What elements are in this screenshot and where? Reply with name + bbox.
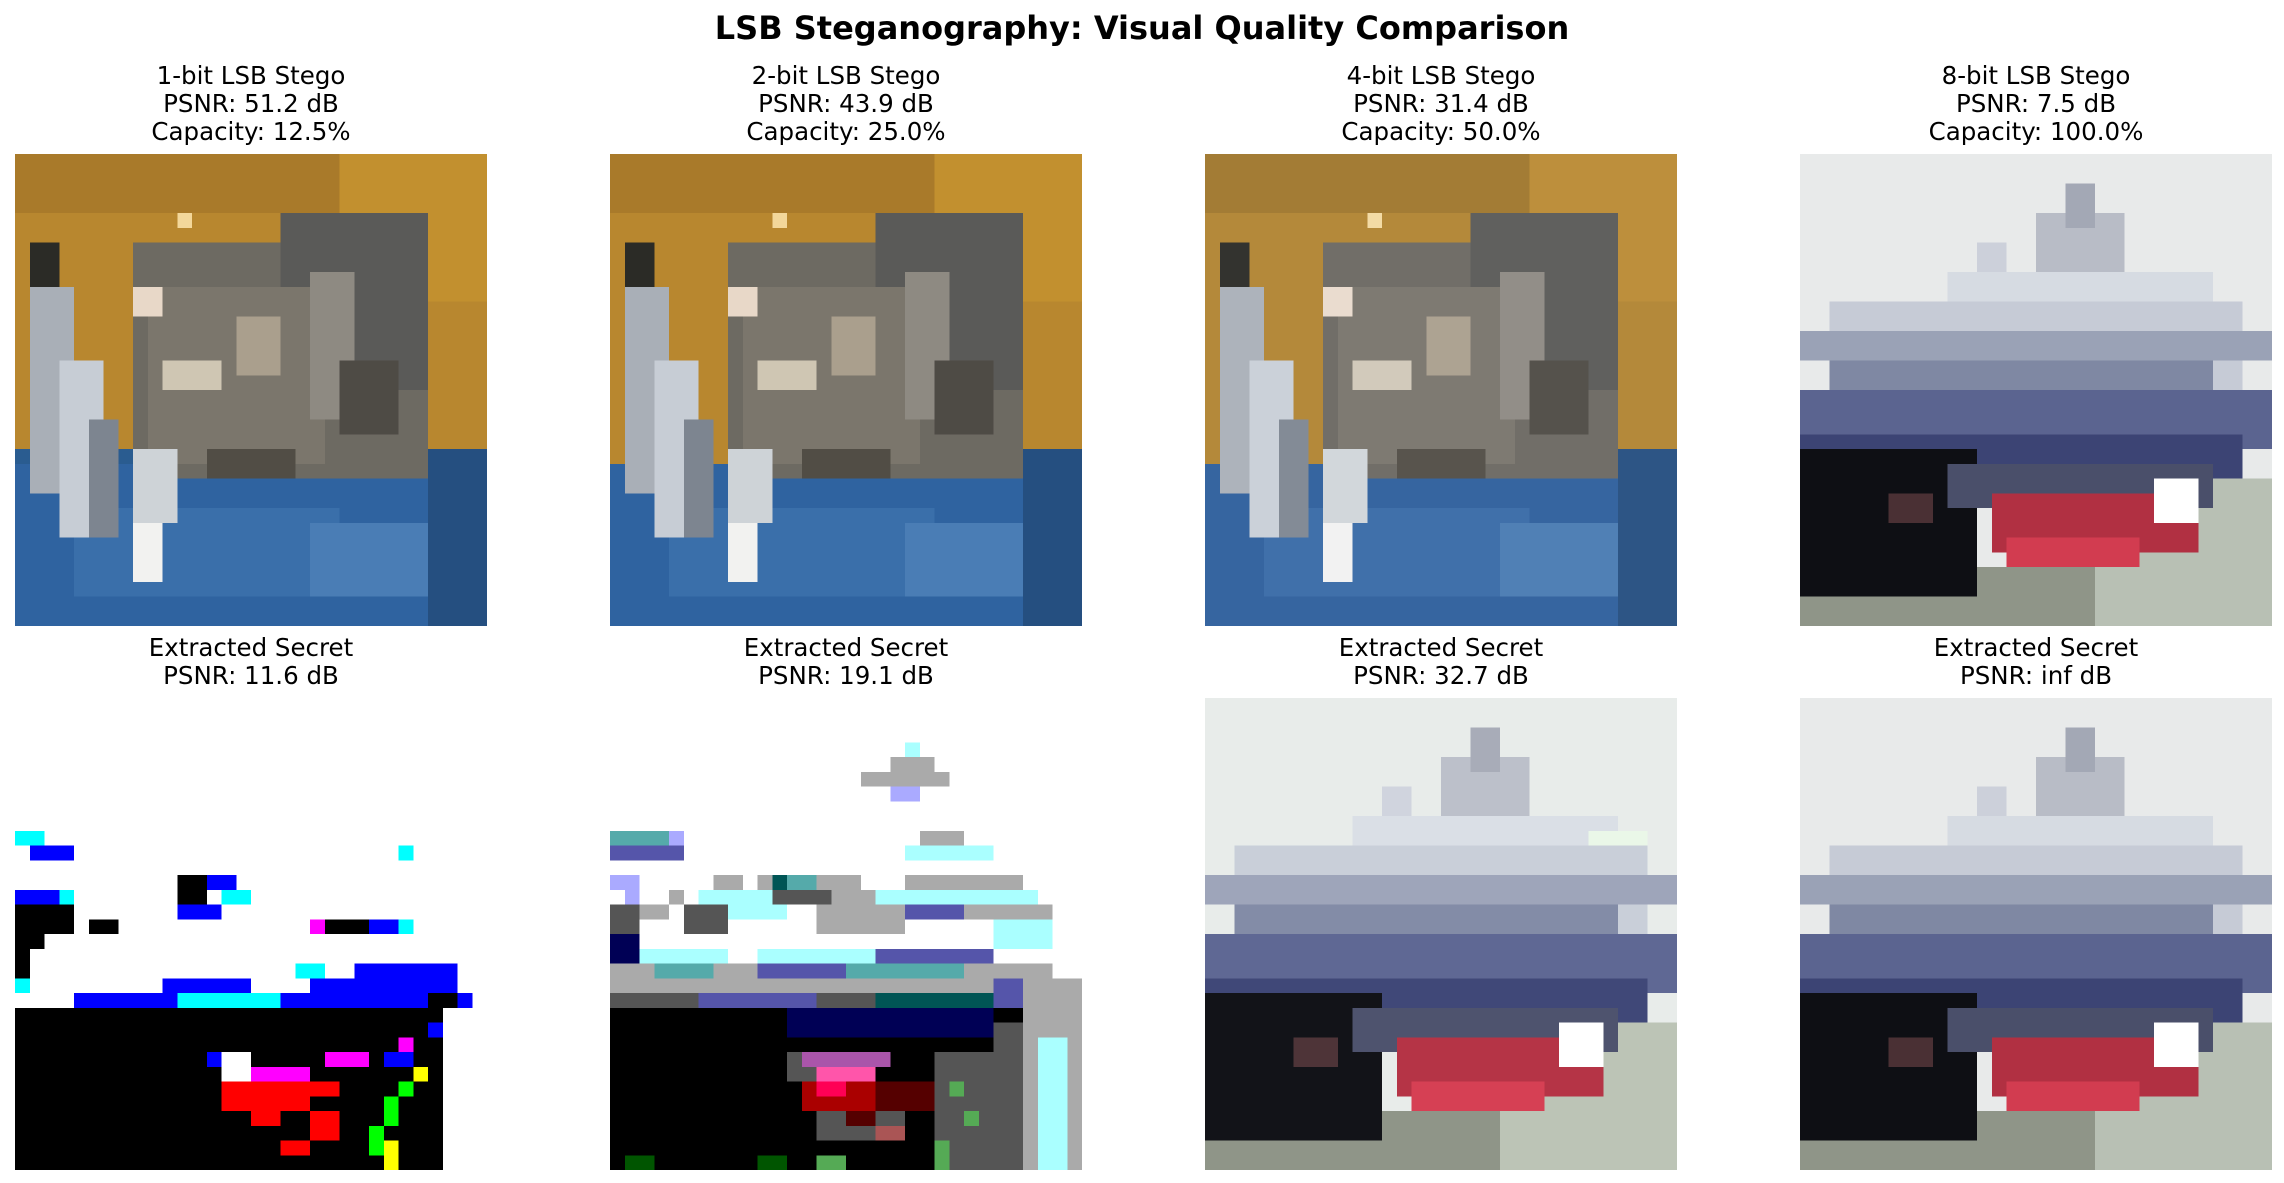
stego-image-cat [1205,154,1677,626]
panel-label: Extracted Secret [1165,634,1717,662]
panel-caption: Extracted Secret PSNR: 19.1 dB [570,634,1122,690]
panel-label: Extracted Secret [0,634,527,662]
panel-psnr: PSNR: 32.7 dB [1165,662,1717,690]
panel-capacity: Capacity: 25.0% [570,118,1122,146]
panel-psnr: PSNR: 43.9 dB [570,90,1122,118]
panel-caption: Extracted Secret PSNR: inf dB [1760,634,2284,690]
panel-label: Extracted Secret [570,634,1122,662]
extracted-image-ship [1800,698,2272,1170]
panel-caption: 8-bit LSB Stego PSNR: 7.5 dB Capacity: 1… [1760,62,2284,146]
panel-capacity: Capacity: 100.0% [1760,118,2284,146]
panel-label: 4-bit LSB Stego [1165,62,1717,90]
panel-caption: 2-bit LSB Stego PSNR: 43.9 dB Capacity: … [570,62,1122,146]
stego-panel-4bit: 4-bit LSB Stego PSNR: 31.4 dB Capacity: … [1205,62,1677,628]
panel-capacity: Capacity: 50.0% [1165,118,1717,146]
panel-label: Extracted Secret [1760,634,2284,662]
panel-capacity: Capacity: 12.5% [0,118,527,146]
extracted-panel-2bit: Extracted Secret PSNR: 19.1 dB [610,634,1082,1170]
panel-caption: Extracted Secret PSNR: 32.7 dB [1165,634,1717,690]
panel-label: 8-bit LSB Stego [1760,62,2284,90]
panel-psnr: PSNR: 7.5 dB [1760,90,2284,118]
stego-panel-1bit: 1-bit LSB Stego PSNR: 51.2 dB Capacity: … [15,62,487,628]
extracted-image-quantized [610,698,1082,1170]
extracted-panel-4bit: Extracted Secret PSNR: 32.7 dB [1205,634,1677,1170]
extracted-panel-8bit: Extracted Secret PSNR: inf dB [1800,634,2272,1170]
stego-image-cat [610,154,1082,626]
stego-image-ship [1800,154,2272,626]
panel-psnr: PSNR: 19.1 dB [570,662,1122,690]
panel-psnr: PSNR: 11.6 dB [0,662,527,690]
panel-caption: 4-bit LSB Stego PSNR: 31.4 dB Capacity: … [1165,62,1717,146]
panel-psnr: PSNR: 31.4 dB [1165,90,1717,118]
stego-panel-2bit: 2-bit LSB Stego PSNR: 43.9 dB Capacity: … [610,62,1082,628]
panel-psnr: PSNR: 51.2 dB [0,90,527,118]
extracted-image-quantized [15,698,487,1170]
extracted-image-ship [1205,698,1677,1170]
panel-label: 2-bit LSB Stego [570,62,1122,90]
figure-title: LSB Steganography: Visual Quality Compar… [0,8,2284,48]
panel-caption: Extracted Secret PSNR: 11.6 dB [0,634,527,690]
panel-label: 1-bit LSB Stego [0,62,527,90]
panel-psnr: PSNR: inf dB [1760,662,2284,690]
panel-caption: 1-bit LSB Stego PSNR: 51.2 dB Capacity: … [0,62,527,146]
extracted-panel-1bit: Extracted Secret PSNR: 11.6 dB [15,634,487,1170]
stego-image-cat [15,154,487,626]
stego-panel-8bit: 8-bit LSB Stego PSNR: 7.5 dB Capacity: 1… [1800,62,2272,628]
